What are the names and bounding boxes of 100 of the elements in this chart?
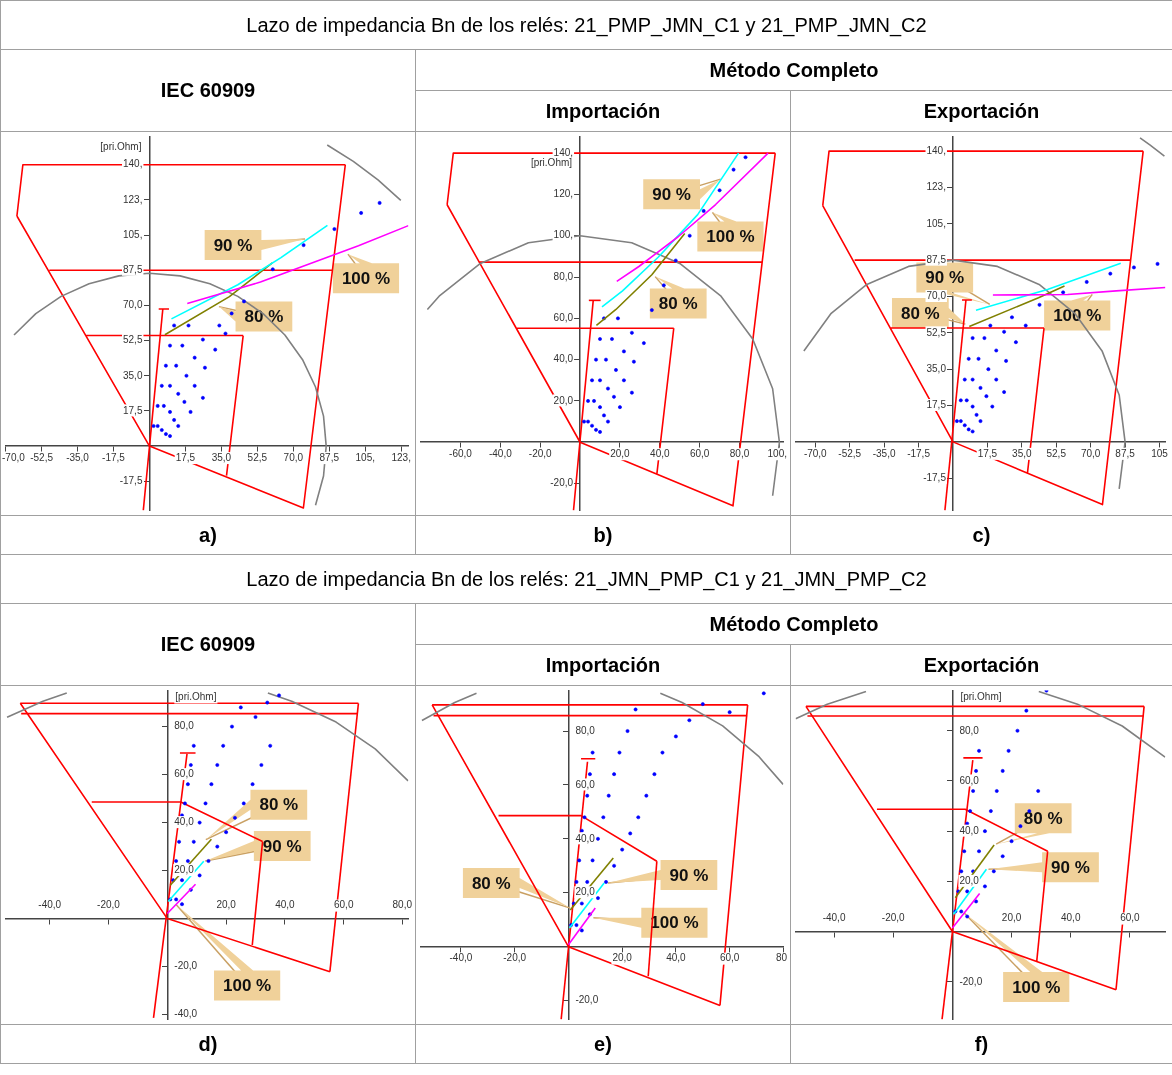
x-tick-label: 60,0 — [719, 952, 740, 964]
text: Lazo de impedancia Bn de los relés: 21_JMN_PMP_C1 y 21_JMN_PMP_C2 — [0, 554, 1172, 604]
x-tick-label: 35,0 — [211, 451, 232, 463]
y-axis-title: [pri.Ohm] — [960, 691, 1002, 703]
text: d) — [0, 1024, 416, 1064]
y-tick-label: -17,5 — [119, 475, 143, 487]
y-tick-label: -20,0 — [959, 975, 983, 987]
y-tick-label: 20,0 — [959, 875, 980, 887]
x-tick-label: -35,0 — [872, 447, 896, 459]
annotation: 80 % — [471, 873, 511, 893]
y-tick-label: 105, — [926, 217, 946, 229]
annotation: 90 % — [213, 235, 253, 255]
chart-subtitle: Importación — [415, 644, 791, 686]
x-tick-label: 40,0 — [1061, 912, 1081, 924]
annotation: 100 % — [223, 976, 272, 996]
y-tick-label: 80,0 — [959, 724, 980, 736]
x-tick-label: -40,0 — [822, 912, 846, 924]
y-tick-label: 80,0 — [174, 720, 195, 732]
x-tick-label: -35,0 — [66, 451, 90, 463]
text: c) — [790, 515, 1172, 555]
annotation: 100 % — [1053, 306, 1102, 326]
x-tick-label: 20,0 — [1001, 912, 1022, 924]
x-tick-label: 87,5 — [319, 451, 340, 463]
annotation: 80 % — [1023, 808, 1063, 828]
y-tick-label: 60,0 — [575, 778, 596, 790]
y-tick-label: 17,5 — [926, 399, 947, 411]
text: Método Completo — [415, 49, 1172, 91]
y-tick-label: -40,0 — [174, 1008, 198, 1020]
y-tick-label: 20,0 — [553, 394, 574, 406]
x-tick-label: 60,0 — [689, 448, 710, 459]
x-tick-label: -40,0 — [38, 899, 62, 911]
chart-subtitle: IEC 60909 — [0, 603, 416, 686]
x-tick-label: 20,0 — [610, 448, 631, 459]
annotation: 90 % — [652, 184, 691, 204]
text: e) — [415, 1024, 791, 1064]
x-tick-label: -52,5 — [30, 451, 54, 463]
chart-subtitle: Importación — [415, 90, 791, 132]
x-tick-label: 80 — [775, 952, 788, 964]
y-tick-label: 40,0 — [553, 353, 574, 365]
y-axis-title: [pri.Ohm] — [175, 691, 217, 703]
y-tick-label: -20,0 — [550, 477, 574, 489]
x-tick-label: -20,0 — [503, 952, 527, 964]
x-tick-label: 100, — [767, 448, 787, 459]
y-tick-label: 140, — [122, 158, 143, 170]
y-tick-label: -17,5 — [923, 471, 947, 483]
x-tick-label: 52,5 — [1046, 447, 1067, 459]
annotation: 80 % — [900, 303, 940, 323]
y-tick-label: 35,0 — [926, 362, 947, 374]
text: Lazo de impedancia Bn de los relés: 21_PMP_JMN_C1 y 21_PMP_JMN_C2 — [0, 0, 1172, 50]
y-tick-label: 60,0 — [553, 312, 574, 324]
x-tick-label: -60,0 — [449, 448, 473, 459]
y-tick-label: 105, — [122, 228, 143, 240]
x-tick-label: 123, — [391, 451, 411, 463]
y-axis-title: [pri.Ohm] — [100, 141, 142, 153]
annotation: 90 % — [262, 836, 302, 856]
y-tick-label: 87,5 — [926, 253, 947, 265]
x-tick-label: 52,5 — [247, 451, 268, 463]
x-tick-label: 87,5 — [1115, 447, 1136, 459]
x-tick-label: 105 — [1151, 447, 1169, 459]
text: a) — [0, 515, 416, 555]
y-tick-label: 123, — [926, 181, 946, 193]
text: b) — [415, 515, 791, 555]
annotation: 90 % — [1051, 857, 1090, 877]
annotation: 80 % — [658, 294, 698, 314]
x-tick-label: 35,0 — [1012, 447, 1032, 459]
y-tick-label: 140, — [553, 146, 574, 158]
x-tick-label: -20,0 — [97, 899, 121, 911]
y-tick-label: -20,0 — [575, 994, 599, 1006]
y-tick-label: 20,0 — [575, 886, 596, 898]
x-tick-label: 105, — [355, 451, 375, 463]
x-tick-label: -20,0 — [528, 448, 553, 459]
annotation: 90 % — [925, 268, 965, 288]
x-tick-label: 20,0 — [216, 899, 237, 911]
x-tick-label: 40,0 — [666, 952, 687, 964]
chart-subtitle: Exportación — [790, 90, 1172, 132]
x-tick-label: -40,0 — [449, 952, 473, 964]
y-tick-label: 123, — [122, 193, 143, 205]
x-tick-label: 60,0 — [1120, 912, 1141, 924]
y-tick-label: 70,0 — [122, 299, 143, 311]
y-tick-label: 60,0 — [959, 774, 980, 786]
y-axis-title: [pri.Ohm] — [530, 157, 573, 169]
y-tick-label: 17,5 — [122, 404, 143, 416]
x-tick-label: 70,0 — [1080, 447, 1101, 459]
chart-subtitle: IEC 60909 — [0, 49, 416, 132]
x-tick-label: 20,0 — [612, 952, 633, 964]
y-tick-label: 52,5 — [122, 334, 143, 346]
chart-subtitle: Exportación — [790, 644, 1172, 686]
y-tick-label: 40,0 — [174, 816, 195, 828]
x-tick-label: -52,5 — [838, 447, 862, 459]
y-tick-label: 120, — [553, 188, 574, 200]
text: f) — [790, 1024, 1172, 1064]
y-tick-label: 87,5 — [122, 263, 143, 275]
x-tick-label: -70,0 — [2, 451, 26, 463]
x-tick-label: -20,0 — [881, 912, 906, 924]
y-tick-label: 140, — [926, 144, 946, 156]
y-tick-label: 52,5 — [926, 326, 947, 338]
annotation: 80 % — [244, 307, 284, 327]
y-tick-label: 40,0 — [959, 824, 980, 836]
x-tick-label: -17,5 — [102, 451, 126, 463]
y-tick-label: 70,0 — [926, 290, 947, 302]
